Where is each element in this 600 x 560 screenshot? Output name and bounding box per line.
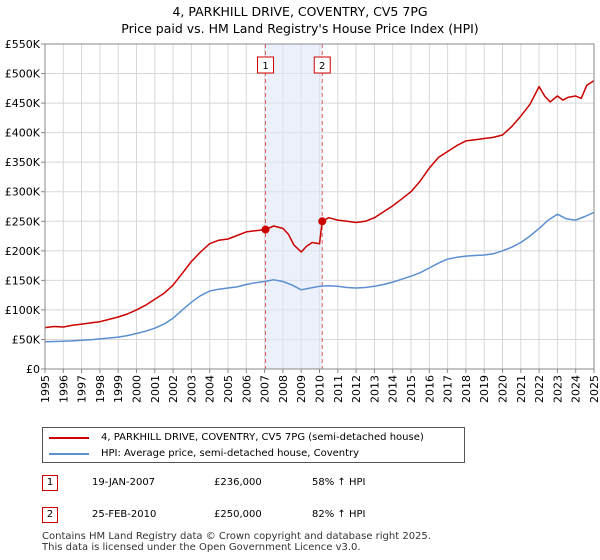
- footer-licence: This data is licensed under the Open Gov…: [42, 542, 361, 553]
- y-tick-label: £400K: [5, 127, 41, 140]
- sale-date: 25-FEB-2010: [92, 509, 157, 520]
- footer-copyright: Contains HM Land Registry data © Crown c…: [42, 531, 431, 542]
- y-tick-label: £100K: [5, 304, 41, 317]
- x-tick-label: 2009: [295, 375, 308, 403]
- y-tick-label: £50K: [12, 333, 41, 346]
- sale-number-badge: 2: [42, 507, 58, 523]
- x-tick-label: 2007: [259, 375, 272, 403]
- y-tick-label: £350K: [5, 156, 41, 169]
- x-tick-label: 2024: [570, 375, 583, 403]
- y-tick-label: £300K: [5, 186, 41, 199]
- x-tick-label: 2019: [478, 375, 491, 403]
- y-tick-label: £500K: [5, 68, 41, 81]
- x-tick-label: 2010: [314, 375, 327, 403]
- sale-price: £236,000: [214, 477, 262, 488]
- sale-marker-label: 1: [262, 61, 268, 72]
- sale-marker-badge: [257, 56, 275, 74]
- x-tick-label: 2000: [131, 375, 144, 403]
- x-tick-label: 2020: [497, 375, 510, 403]
- x-tick-label: 2001: [149, 375, 162, 403]
- x-tick-label: 2004: [204, 375, 217, 403]
- x-tick-label: 1998: [94, 375, 107, 403]
- x-tick-label: 2017: [442, 375, 455, 403]
- footer-notice: Contains HM Land Registry data © Crown c…: [42, 531, 431, 553]
- y-tick-label: £250K: [5, 215, 41, 228]
- x-tick-label: 2014: [387, 375, 400, 403]
- x-tick-label: 2015: [405, 375, 418, 403]
- x-tick-label: 2011: [332, 375, 345, 403]
- sale-marker-badge: [313, 56, 331, 74]
- legend: 4, PARKHILL DRIVE, COVENTRY, CV5 7PG (se…: [42, 427, 465, 463]
- x-tick-label: 2016: [423, 375, 436, 403]
- sale-point: [261, 225, 270, 234]
- y-tick-label: £0: [26, 363, 40, 376]
- x-tick-label: 2013: [368, 375, 381, 403]
- sale-number-badge: 1: [42, 475, 58, 491]
- x-tick-label: 1995: [39, 375, 52, 403]
- x-tick-label: 2018: [460, 375, 473, 403]
- x-tick-label: 1996: [57, 375, 70, 403]
- chart-title: 4, PARKHILL DRIVE, COVENTRY, CV5 7PG: [172, 4, 428, 19]
- x-tick-label: 1999: [112, 375, 125, 403]
- legend-swatch-hpi: [49, 453, 89, 455]
- y-tick-label: £550K: [5, 38, 41, 51]
- legend-swatch-property: [49, 437, 89, 439]
- x-tick-label: 2023: [551, 375, 564, 403]
- price-chart: 1 2 £0 £50K £100K £150K £200K £250K £300K £350K £…: [5, 38, 600, 403]
- sale-period-highlight: [265, 44, 323, 369]
- x-tick-label: 2022: [533, 375, 546, 403]
- plot-border: [44, 43, 595, 370]
- y-tick-label: £200K: [5, 245, 41, 258]
- x-tick-label: 2025: [588, 375, 600, 403]
- x-tick-label: 2005: [222, 375, 235, 403]
- sale-hpi-change: 58% ↑ HPI: [312, 477, 366, 488]
- x-tick-label: 2006: [240, 375, 253, 403]
- x-tick-label: 2003: [185, 375, 198, 403]
- sale-date: 19-JAN-2007: [92, 477, 156, 488]
- sale-hpi-change: 82% ↑ HPI: [312, 509, 366, 520]
- x-tick-label: 2012: [350, 375, 363, 403]
- sale-point: [318, 217, 327, 226]
- x-tick-label: 2002: [167, 375, 180, 403]
- y-tick-label: £150K: [5, 274, 41, 287]
- chart-subtitle: Price paid vs. HM Land Registry's House …: [121, 21, 479, 36]
- sale-marker-label: 2: [319, 61, 325, 72]
- x-tick-label: 1997: [76, 375, 89, 403]
- legend-label-property: 4, PARKHILL DRIVE, COVENTRY, CV5 7PG (se…: [101, 432, 424, 443]
- y-tick-label: £450K: [5, 97, 41, 110]
- sale-price: £250,000: [214, 509, 262, 520]
- legend-label-hpi: HPI: Average price, semi-detached house,…: [101, 448, 360, 459]
- x-tick-label: 2021: [515, 375, 528, 403]
- x-tick-label: 2008: [277, 375, 290, 403]
- hpi-line: [44, 211, 595, 343]
